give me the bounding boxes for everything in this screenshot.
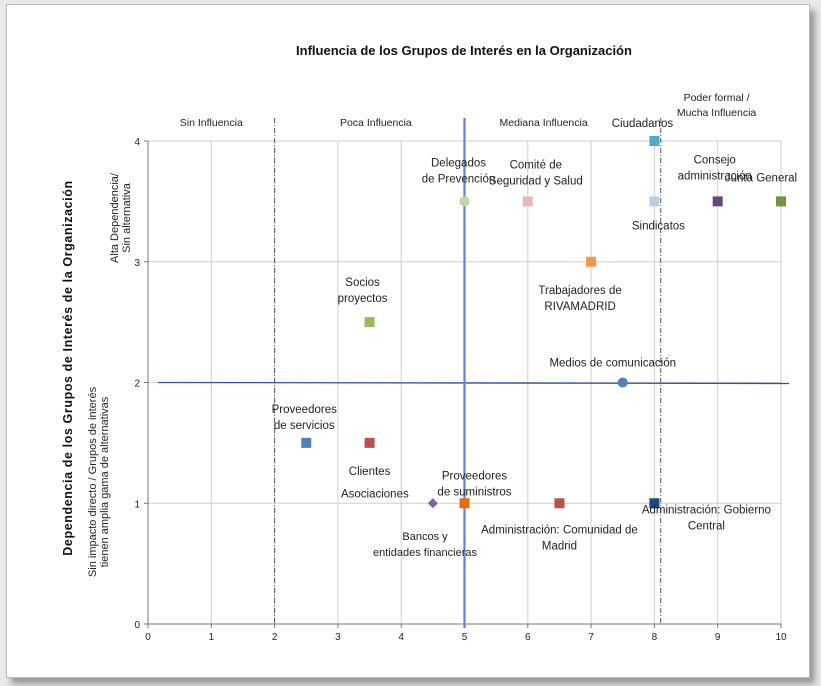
point-label: Trabajadores de RIVAMADRID: [538, 285, 621, 313]
x-tick-label: 5: [462, 632, 468, 643]
point-label: Socios proyectos: [338, 277, 388, 305]
data-point: [364, 317, 375, 328]
x-tick-label: 3: [335, 632, 341, 643]
y-tick-label: 0: [134, 620, 140, 631]
point-label: Administración: Comunidad de Madrid: [481, 524, 638, 552]
x-tick-label: 6: [525, 632, 531, 643]
point-label: Ciudadanos: [612, 118, 674, 130]
data-point: [617, 377, 628, 388]
point-label: Comité de Seguridad y Salud: [489, 159, 583, 187]
data-point: [522, 196, 533, 207]
point-label: Sindicatos: [632, 220, 685, 232]
point-label: Junta General: [725, 172, 797, 184]
point-label: Administración: Gobierno Central: [642, 504, 771, 532]
data-point: [459, 196, 470, 207]
data-point: [427, 498, 438, 509]
data-point: [776, 196, 786, 207]
x-tick-label: 7: [588, 632, 594, 643]
x-tick-label: 9: [715, 632, 721, 643]
x-tick-label: 10: [775, 632, 787, 643]
point-label: Consejo administración: [678, 154, 752, 182]
y-tick-label: 3: [134, 258, 140, 269]
chart-frame: [6, 4, 810, 678]
y-axis-title: Dependencia de los Grupos de Interés de …: [61, 180, 75, 555]
data-point: [712, 196, 723, 207]
data-point: [301, 437, 312, 448]
zone-label: Poder formal / Mucha Influencia: [677, 92, 757, 119]
zone-label: Sin Influencia: [180, 117, 243, 129]
data-point: [586, 256, 597, 267]
y-tick-label: 1: [134, 499, 140, 510]
chart-title: Influencia de los Grupos de Interés en l…: [296, 43, 632, 58]
y-axis-low-label: Sin impacto directo / Grupos de interést…: [87, 386, 111, 577]
horizontal-median-line: [157, 381, 790, 385]
x-tick-label: 2: [272, 632, 278, 643]
point-label: Bancos y entidades financieras: [373, 531, 477, 559]
point-label: Clientes: [349, 466, 391, 478]
y-axis-high-label: Alta Dependencia/Sin alternativa: [109, 172, 133, 263]
zone-label: Poca Influencia: [340, 117, 412, 129]
data-point: [649, 498, 660, 509]
y-tick-label: 2: [134, 379, 140, 390]
point-label: Proveedores de servicios: [272, 404, 337, 432]
point-label: Delegados de Prevención: [422, 157, 496, 185]
data-point: [364, 437, 375, 448]
point-label: Asociaciones: [341, 488, 409, 500]
x-tick-label: 0: [145, 632, 151, 643]
x-tick-label: 8: [652, 632, 658, 643]
data-point: [554, 498, 565, 509]
data-point: [649, 136, 660, 146]
point-label: Proveedores de suministros: [437, 470, 511, 498]
y-tick-label: 4: [134, 137, 140, 148]
data-point: [649, 196, 660, 207]
x-tick-label: 1: [209, 632, 215, 643]
zone-label: Mediana Influencia: [500, 117, 588, 129]
x-tick-label: 4: [398, 632, 404, 643]
data-point: [459, 498, 470, 509]
point-label: Medios de comunicación: [549, 358, 676, 370]
